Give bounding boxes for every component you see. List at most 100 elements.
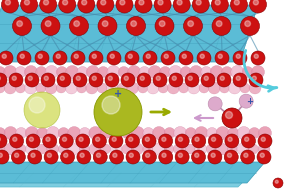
Circle shape	[260, 153, 264, 157]
Circle shape	[0, 128, 6, 139]
Circle shape	[173, 143, 186, 155]
Circle shape	[58, 128, 69, 139]
Circle shape	[142, 134, 156, 148]
Circle shape	[92, 54, 96, 58]
Circle shape	[17, 21, 22, 26]
Circle shape	[56, 83, 66, 93]
Circle shape	[237, 143, 249, 155]
Circle shape	[188, 76, 192, 80]
Circle shape	[195, 143, 207, 155]
Circle shape	[70, 16, 89, 36]
Circle shape	[122, 144, 132, 154]
Circle shape	[143, 51, 157, 65]
Circle shape	[258, 126, 271, 139]
Circle shape	[25, 73, 39, 87]
Circle shape	[71, 51, 85, 65]
Circle shape	[44, 76, 48, 80]
Circle shape	[77, 67, 88, 77]
Circle shape	[172, 76, 176, 80]
Circle shape	[74, 21, 79, 26]
Circle shape	[160, 67, 170, 77]
Circle shape	[116, 0, 133, 13]
Circle shape	[44, 150, 58, 164]
Circle shape	[102, 96, 120, 114]
Circle shape	[192, 0, 209, 13]
Circle shape	[215, 0, 220, 5]
Circle shape	[178, 83, 189, 93]
Circle shape	[25, 82, 37, 94]
Circle shape	[215, 51, 229, 65]
Circle shape	[233, 73, 247, 87]
Circle shape	[252, 76, 256, 80]
Circle shape	[251, 51, 265, 65]
Circle shape	[45, 66, 58, 78]
Circle shape	[244, 153, 248, 157]
Circle shape	[239, 94, 253, 108]
Circle shape	[249, 128, 260, 139]
Circle shape	[36, 83, 46, 93]
Circle shape	[227, 153, 231, 157]
Circle shape	[110, 150, 124, 164]
Circle shape	[122, 128, 133, 139]
Circle shape	[236, 76, 240, 80]
Circle shape	[261, 137, 265, 141]
Circle shape	[216, 126, 229, 139]
Circle shape	[249, 73, 263, 87]
Circle shape	[40, 0, 57, 13]
Circle shape	[59, 0, 76, 13]
Circle shape	[65, 82, 77, 94]
Circle shape	[242, 67, 253, 77]
Circle shape	[156, 76, 160, 80]
Circle shape	[16, 128, 27, 139]
Circle shape	[92, 76, 96, 80]
Circle shape	[9, 73, 23, 87]
Circle shape	[53, 51, 67, 65]
Circle shape	[273, 178, 283, 188]
Circle shape	[66, 66, 79, 78]
Circle shape	[16, 144, 26, 154]
Circle shape	[78, 0, 95, 13]
Circle shape	[219, 83, 229, 93]
Circle shape	[245, 21, 250, 26]
Circle shape	[121, 73, 135, 87]
Circle shape	[207, 128, 218, 139]
Circle shape	[222, 108, 242, 128]
Circle shape	[0, 150, 9, 164]
Circle shape	[227, 144, 237, 154]
Circle shape	[80, 153, 84, 157]
Circle shape	[82, 0, 87, 5]
Polygon shape	[0, 33, 228, 49]
Circle shape	[29, 137, 33, 141]
Circle shape	[107, 51, 121, 65]
Circle shape	[20, 54, 24, 58]
Circle shape	[128, 54, 132, 58]
Circle shape	[107, 66, 120, 78]
Circle shape	[113, 153, 117, 157]
Circle shape	[77, 83, 87, 93]
Circle shape	[195, 153, 199, 157]
Circle shape	[228, 128, 239, 139]
Circle shape	[68, 143, 80, 155]
Circle shape	[96, 137, 100, 141]
Circle shape	[182, 54, 186, 58]
Circle shape	[138, 83, 148, 93]
Circle shape	[46, 137, 50, 141]
Circle shape	[175, 134, 189, 148]
Circle shape	[57, 67, 67, 77]
Circle shape	[225, 134, 239, 148]
Circle shape	[86, 66, 99, 78]
Circle shape	[137, 73, 151, 87]
Circle shape	[145, 137, 149, 141]
Circle shape	[192, 134, 206, 148]
Circle shape	[57, 73, 71, 87]
Circle shape	[59, 134, 73, 148]
Circle shape	[26, 143, 38, 155]
Circle shape	[0, 73, 7, 87]
Circle shape	[89, 73, 103, 87]
Circle shape	[208, 134, 222, 148]
Circle shape	[25, 66, 38, 78]
Circle shape	[15, 153, 19, 157]
Circle shape	[56, 54, 60, 58]
Circle shape	[216, 143, 228, 155]
Circle shape	[15, 83, 25, 93]
